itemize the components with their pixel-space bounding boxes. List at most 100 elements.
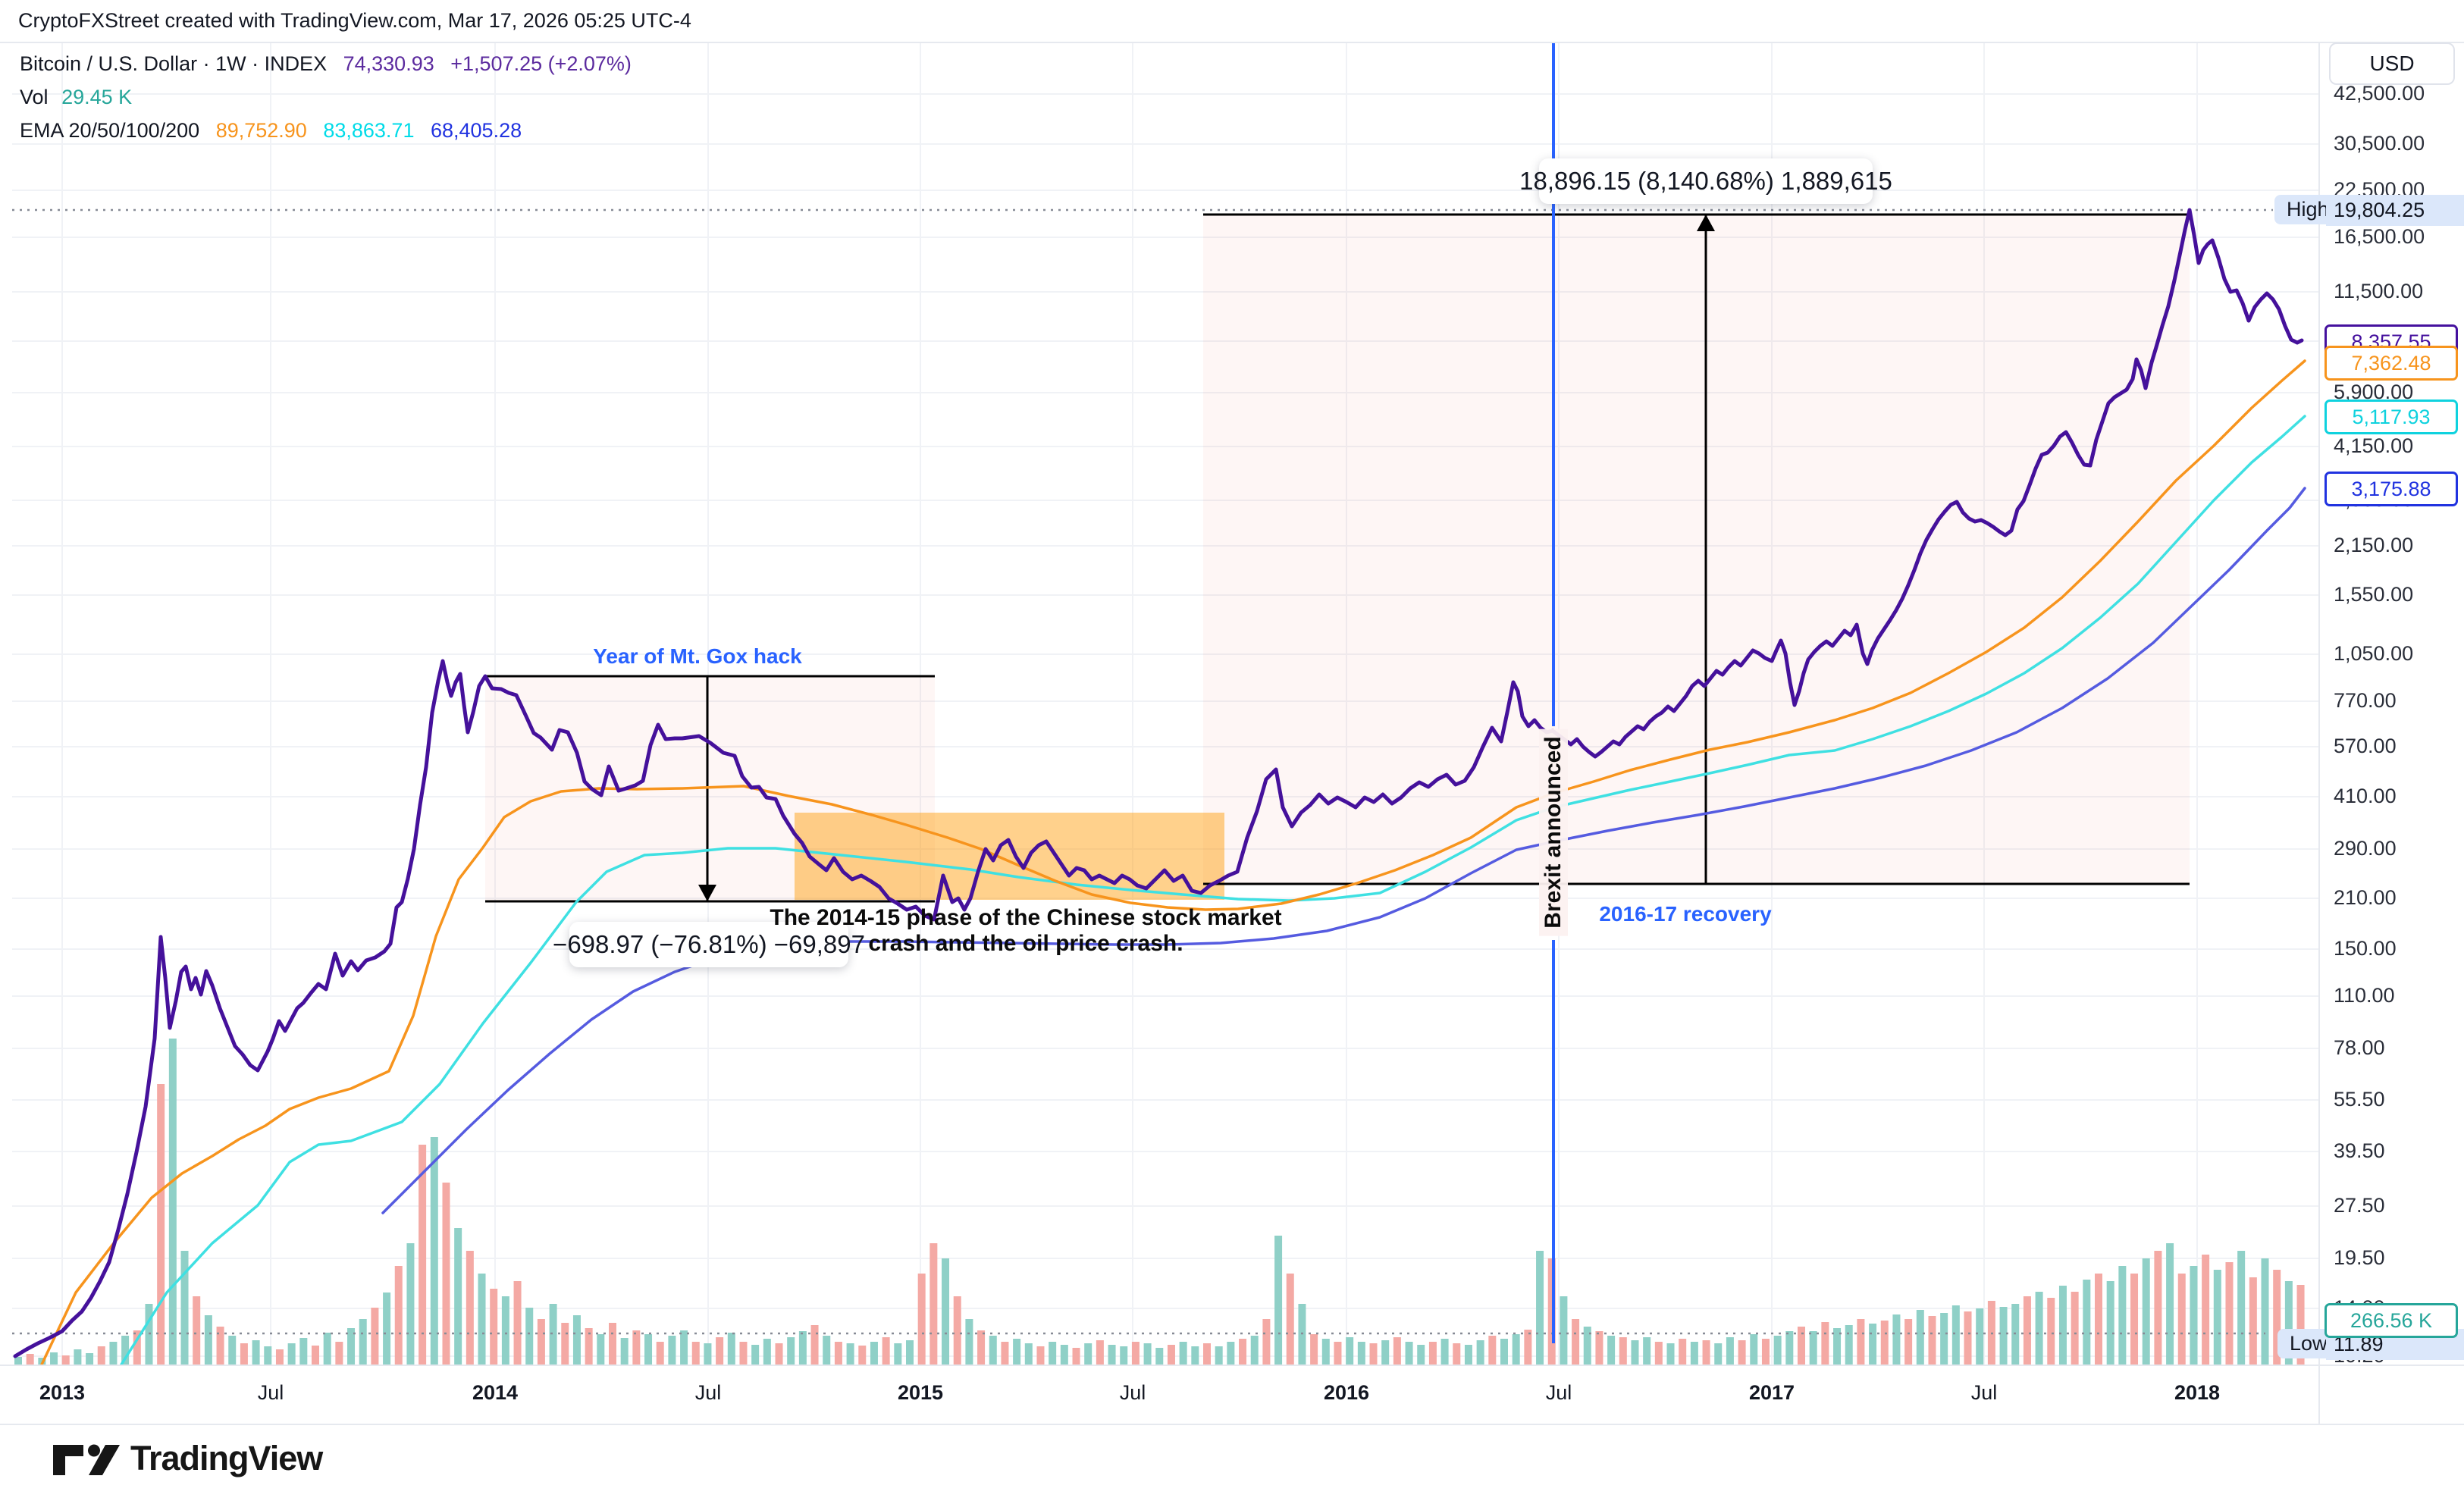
volume-bar	[359, 1319, 367, 1365]
volume-bar	[442, 1183, 450, 1365]
volume-bar	[1987, 1301, 1995, 1365]
price-axis-tick[interactable]: 11,500.00	[2334, 280, 2424, 302]
volume-bar	[1239, 1339, 1247, 1365]
price-axis-tick[interactable]: 39.50	[2334, 1139, 2385, 1162]
volume-bar	[383, 1292, 391, 1365]
price-axis-tick[interactable]: 210.00	[2334, 886, 2397, 909]
volume-bar	[2011, 1304, 2020, 1365]
volume-bar	[394, 1266, 403, 1365]
price-axis-tick[interactable]: 1,550.00	[2334, 583, 2414, 606]
volume-bar	[1346, 1337, 1354, 1365]
price-axis-tick[interactable]: 16,500.00	[2334, 225, 2425, 248]
volume-bar	[2213, 1270, 2221, 1365]
price-axis-tick[interactable]: 1,050.00	[2334, 642, 2414, 665]
volume-bar	[834, 1342, 842, 1365]
footer-brand-text[interactable]: TradingView	[130, 1439, 323, 1477]
volume-bar	[716, 1337, 724, 1365]
time-axis-tick[interactable]: Jul	[1119, 1381, 1146, 1404]
volume-bar	[180, 1251, 189, 1365]
ema20-line	[40, 359, 2306, 1366]
price-axis-tick[interactable]: 27.50	[2334, 1194, 2385, 1217]
mtgox-label: Year of Mt. Gox hack	[593, 644, 802, 668]
price-axis-badge[interactable]: 7,362.48	[2324, 346, 2458, 381]
volume-bar	[430, 1137, 438, 1365]
price-axis-tick[interactable]: 2,150.00	[2334, 534, 2414, 556]
volume-bar	[1738, 1340, 1746, 1365]
chart-legend[interactable]: Bitcoin / U.S. Dollar · 1W · INDEX 74,33…	[20, 52, 632, 152]
volume-bar	[1547, 1258, 1556, 1365]
price-axis-tick[interactable]: 410.00	[2334, 785, 2397, 807]
volume-bar	[335, 1342, 343, 1365]
volume-bar	[1999, 1307, 2008, 1365]
volume-bar	[1798, 1327, 1805, 1365]
volume-bar	[1714, 1343, 1723, 1365]
volume-bar	[97, 1346, 105, 1365]
volume-bar	[2237, 1251, 2246, 1365]
currency-button[interactable]: USD	[2329, 42, 2455, 85]
price-axis-badge[interactable]: 3,175.88	[2324, 472, 2458, 506]
volume-bar	[1560, 1296, 1568, 1365]
legend-volume-row[interactable]: Vol 29.45 K	[20, 85, 632, 110]
volume-bar	[1274, 1236, 1283, 1365]
ema50-line	[120, 415, 2306, 1366]
price-axis-tick[interactable]: 78.00	[2334, 1036, 2385, 1059]
legend-symbol-row[interactable]: Bitcoin / U.S. Dollar · 1W · INDEX 74,33…	[20, 52, 632, 77]
volume-bar	[1381, 1340, 1390, 1365]
price-axis-tick[interactable]: 150.00	[2334, 937, 2397, 960]
price-axis-tick[interactable]: 30,500.00	[2334, 132, 2425, 155]
volume-bar	[2249, 1277, 2257, 1365]
price-axis-tick[interactable]: 19.50	[2334, 1246, 2385, 1269]
symbol-title[interactable]: Bitcoin / U.S. Dollar · 1W · INDEX	[20, 52, 328, 75]
price-axis-badge[interactable]: 5,117.93	[2324, 400, 2458, 434]
volume-bar	[1464, 1345, 1472, 1365]
volume-bar	[1951, 1305, 1960, 1365]
volume-bar	[1750, 1334, 1758, 1365]
volume-bar	[989, 1336, 997, 1365]
volume-bar	[2142, 1258, 2150, 1365]
header-divider	[0, 42, 2464, 43]
volume-bar	[858, 1346, 867, 1365]
price-axis-tick[interactable]: 770.00	[2334, 689, 2397, 712]
time-axis-tick[interactable]: 2013	[39, 1381, 86, 1404]
volume-bar	[2166, 1243, 2174, 1365]
time-axis-tick[interactable]: Jul	[694, 1381, 722, 1404]
brexit-label: Brexit announced	[1539, 728, 1568, 936]
volume-bar	[1643, 1337, 1651, 1365]
volume-bar	[953, 1296, 961, 1365]
price-axis-tick[interactable]: 42,500.00	[2334, 82, 2425, 105]
volume-label: Vol	[20, 86, 49, 108]
time-axis-tick[interactable]: Jul	[1970, 1381, 1998, 1404]
price-axis-tick[interactable]: 570.00	[2334, 735, 2397, 757]
price-axis-tick[interactable]: 4,150.00	[2334, 434, 2414, 457]
time-axis-tick[interactable]: 2017	[1748, 1381, 1795, 1404]
volume-bar	[109, 1342, 118, 1365]
volume-bar	[2095, 1274, 2102, 1365]
price-axis-tick[interactable]: 290.00	[2334, 837, 2397, 860]
volume-bar	[1654, 1342, 1663, 1365]
volume-bar	[2177, 1274, 2186, 1365]
price-axis-tick[interactable]: 110.00	[2334, 984, 2395, 1007]
price-axis-badge[interactable]: 266.56 K	[2324, 1303, 2458, 1338]
china-crash-box	[795, 813, 1224, 900]
volume-bar	[14, 1357, 22, 1365]
volume-bar	[501, 1296, 509, 1365]
volume-bar	[1845, 1325, 1853, 1365]
time-axis-tick[interactable]: 2015	[897, 1381, 944, 1404]
legend-ema-row[interactable]: EMA 20/50/100/200 89,752.90 83,863.71 68…	[20, 118, 632, 143]
time-axis-tick[interactable]: Jul	[257, 1381, 284, 1404]
time-axis-tick[interactable]: 2016	[1323, 1381, 1370, 1404]
price-axis-tick[interactable]: 55.50	[2334, 1088, 2385, 1111]
volume-bar	[406, 1243, 415, 1365]
time-axis-tick[interactable]: 2014	[472, 1381, 519, 1404]
price-axis-divider	[2318, 42, 2320, 1424]
time-axis-tick[interactable]: 2018	[2174, 1381, 2221, 1404]
volume-bar	[894, 1343, 902, 1365]
time-axis-tick[interactable]: Jul	[1545, 1381, 1572, 1404]
volume-bar	[2058, 1286, 2067, 1365]
volume-bar	[1869, 1324, 1877, 1365]
volume-bar	[1857, 1319, 1865, 1365]
volume-bar	[193, 1296, 201, 1365]
high-value: 19,804.25	[2326, 195, 2464, 226]
volume-bar	[1892, 1314, 1901, 1365]
